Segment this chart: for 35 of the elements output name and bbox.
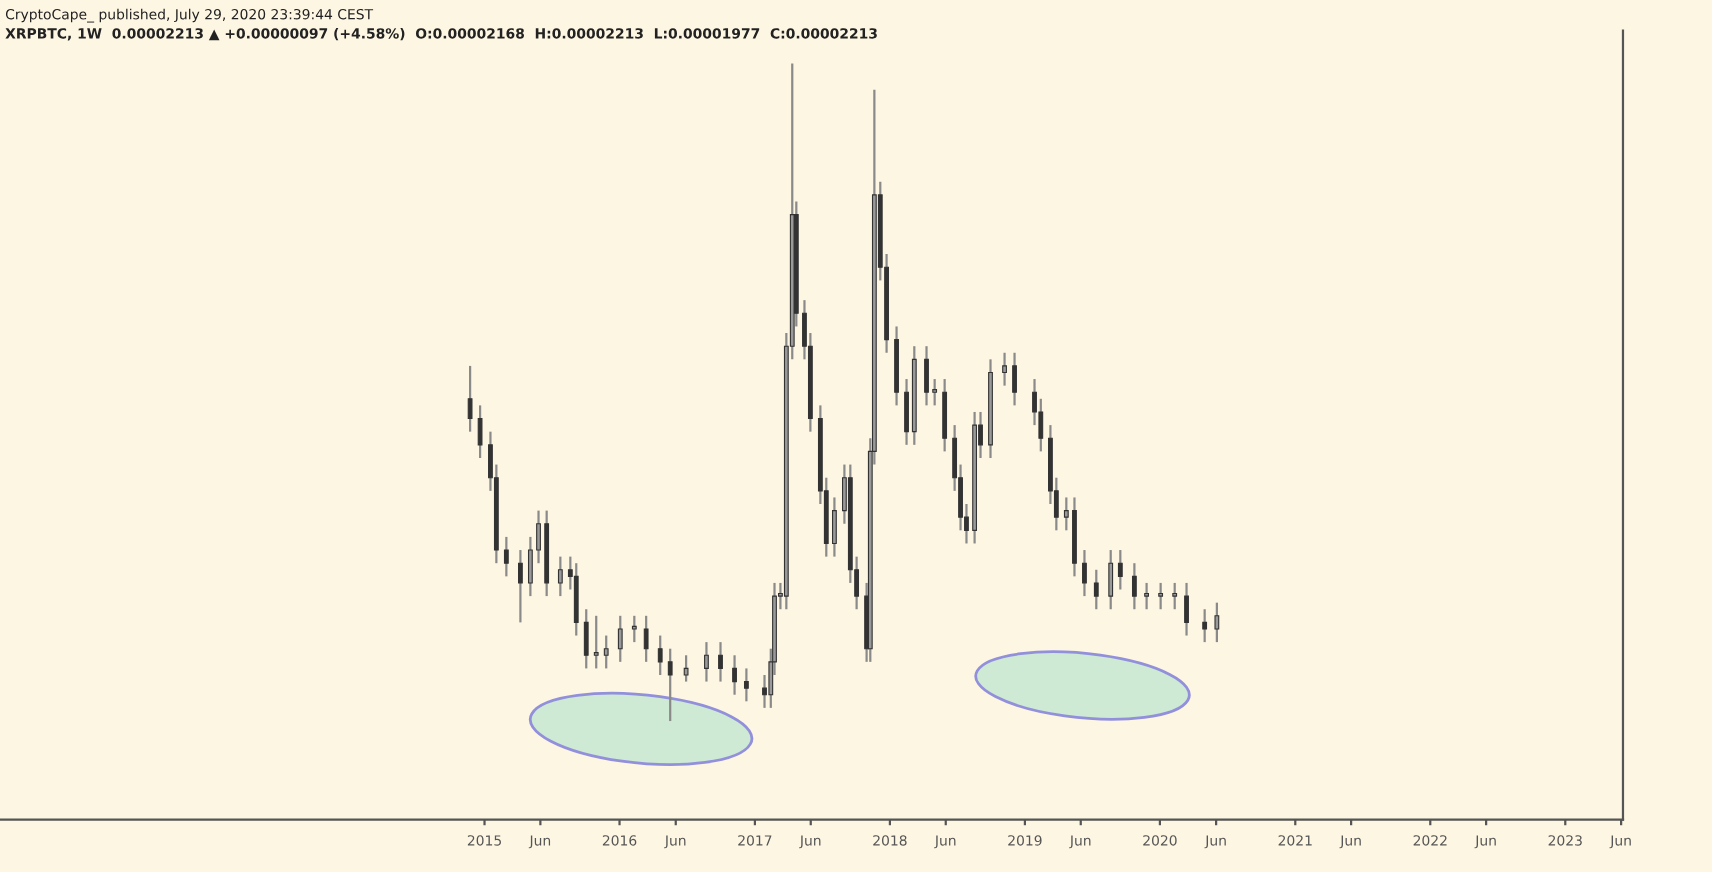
candlestick [1117, 548, 1123, 591]
candlestick [924, 345, 929, 407]
candlestick [593, 614, 599, 670]
candlestick [718, 641, 723, 683]
candlestick [467, 364, 473, 433]
candlestick [643, 614, 649, 663]
candlestick [683, 654, 689, 683]
candlestick [1144, 581, 1149, 611]
candlestick [1131, 562, 1137, 611]
candlestick [704, 641, 709, 683]
candlestick [573, 562, 579, 637]
candlestick [1082, 548, 1087, 598]
candlestick [1012, 351, 1017, 407]
candlestick [667, 647, 673, 723]
candlestick [1002, 351, 1007, 387]
candlestick [942, 377, 948, 453]
candlestick [603, 634, 609, 670]
candlestick [557, 555, 563, 598]
candlestick [832, 496, 837, 558]
candlestick [617, 614, 623, 663]
candlestick [503, 535, 509, 578]
candlestick [1184, 581, 1189, 637]
candlestick [517, 548, 523, 624]
candlestick [1214, 601, 1220, 644]
candlestick [657, 634, 663, 677]
candlestick [1172, 581, 1178, 611]
candlestick [1202, 608, 1208, 644]
candlestick [1158, 581, 1164, 611]
candlestick [1108, 548, 1114, 611]
candlestick [743, 667, 749, 703]
candlestick [477, 404, 483, 460]
candlestick [583, 608, 589, 670]
candlestick [732, 654, 737, 696]
candlestick [1093, 568, 1099, 611]
candlestick [631, 614, 637, 644]
